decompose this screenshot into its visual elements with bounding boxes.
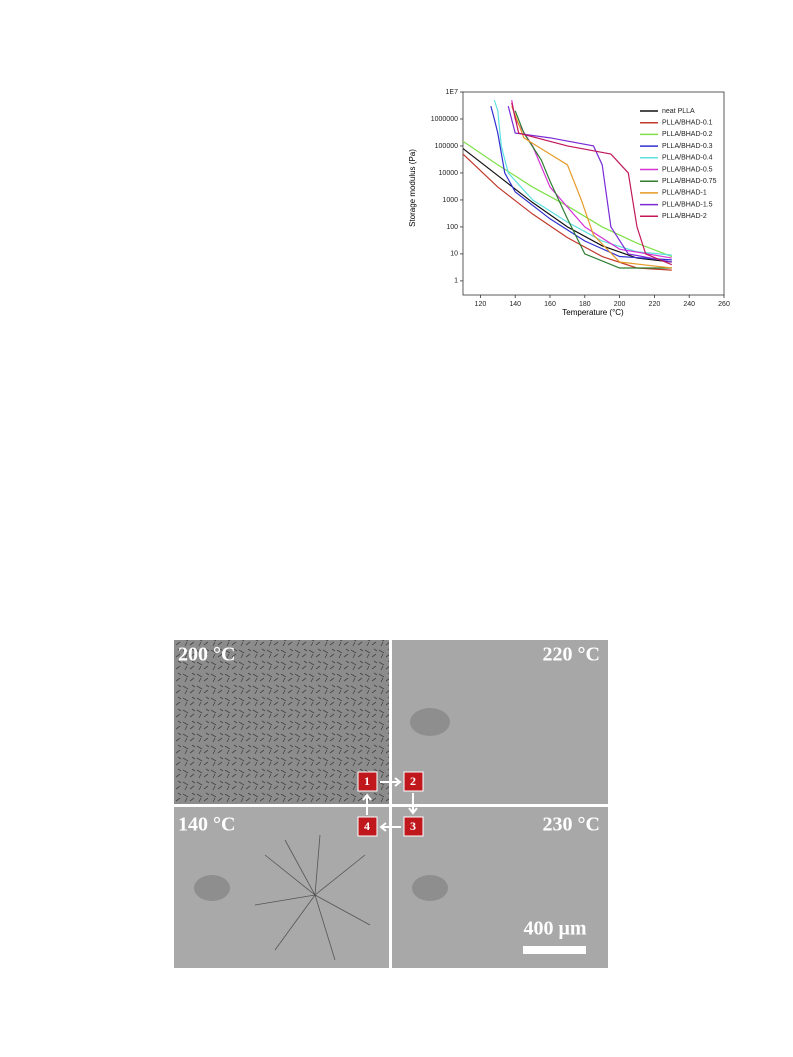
blotch bbox=[194, 875, 230, 901]
legend-label: PLLA/BHAD-0.5 bbox=[662, 166, 713, 173]
x-tick-label: 160 bbox=[544, 301, 556, 308]
spherulite bbox=[254, 834, 371, 961]
y-tick-label: 100000 bbox=[435, 143, 458, 150]
series-line bbox=[490, 105, 672, 261]
panel-image bbox=[392, 807, 608, 968]
blotch bbox=[412, 875, 448, 901]
panel-image bbox=[174, 640, 389, 804]
x-tick-label: 200 bbox=[614, 301, 626, 308]
legend-label: neat PLLA bbox=[662, 108, 695, 115]
y-tick-label: 1000 bbox=[442, 197, 458, 204]
legend-label: PLLA/BHAD-0.75 bbox=[662, 178, 717, 185]
y-tick-label: 1000000 bbox=[431, 116, 458, 123]
x-tick-label: 120 bbox=[475, 301, 487, 308]
legend-label: PLLA/BHAD-0.1 bbox=[662, 120, 713, 127]
scale-bar-label: 400 μm bbox=[524, 918, 587, 940]
panel-label: 140 °C bbox=[178, 814, 235, 836]
legend-label: PLLA/BHAD-1.5 bbox=[662, 201, 713, 208]
legend-label: PLLA/BHAD-2 bbox=[662, 213, 707, 220]
series-line bbox=[514, 110, 672, 269]
step-number: 3 bbox=[410, 819, 416, 833]
panel-label: 230 °C bbox=[543, 814, 600, 836]
x-tick-label: 140 bbox=[509, 301, 521, 308]
series-line bbox=[511, 100, 672, 259]
plot-frame bbox=[462, 91, 725, 296]
step-number: 4 bbox=[364, 819, 370, 833]
panel-label: 200 °C bbox=[178, 644, 235, 666]
x-tick-label: 240 bbox=[683, 301, 695, 308]
legend-label: PLLA/BHAD-0.3 bbox=[662, 143, 713, 150]
y-tick-label: 1 bbox=[454, 278, 458, 285]
legend-label: PLLA/BHAD-0.2 bbox=[662, 131, 713, 138]
x-axis-title: Temperature (°C) bbox=[562, 308, 624, 317]
y-tick-label: 1E7 bbox=[446, 89, 459, 96]
legend-label: PLLA/BHAD-0.4 bbox=[662, 155, 713, 162]
step-boxes bbox=[357, 771, 424, 837]
x-tick-label: 220 bbox=[649, 301, 661, 308]
panel-image bbox=[174, 807, 389, 968]
series-line bbox=[511, 105, 672, 269]
y-tick-label: 10000 bbox=[439, 170, 459, 177]
arrows bbox=[362, 777, 418, 832]
step-number: 1 bbox=[364, 774, 370, 788]
panel-image bbox=[392, 640, 608, 804]
step-number: 2 bbox=[410, 774, 416, 788]
blotch bbox=[410, 708, 450, 736]
series-line bbox=[493, 99, 672, 256]
chart: Temperature (°C) Storage modulus (Pa) 12… bbox=[408, 89, 730, 317]
series-line bbox=[462, 140, 673, 258]
x-tick-label: 260 bbox=[718, 301, 730, 308]
y-tick-label: 10 bbox=[450, 251, 458, 258]
panel-label: 220 °C bbox=[543, 644, 600, 666]
x-tick-label: 180 bbox=[579, 301, 591, 308]
scale-bar bbox=[523, 946, 586, 954]
y-tick-label: 100 bbox=[446, 224, 458, 231]
series-line bbox=[511, 102, 673, 266]
legend-label: PLLA/BHAD-1 bbox=[662, 190, 707, 197]
y-axis-title: Storage modulus (Pa) bbox=[408, 149, 417, 227]
